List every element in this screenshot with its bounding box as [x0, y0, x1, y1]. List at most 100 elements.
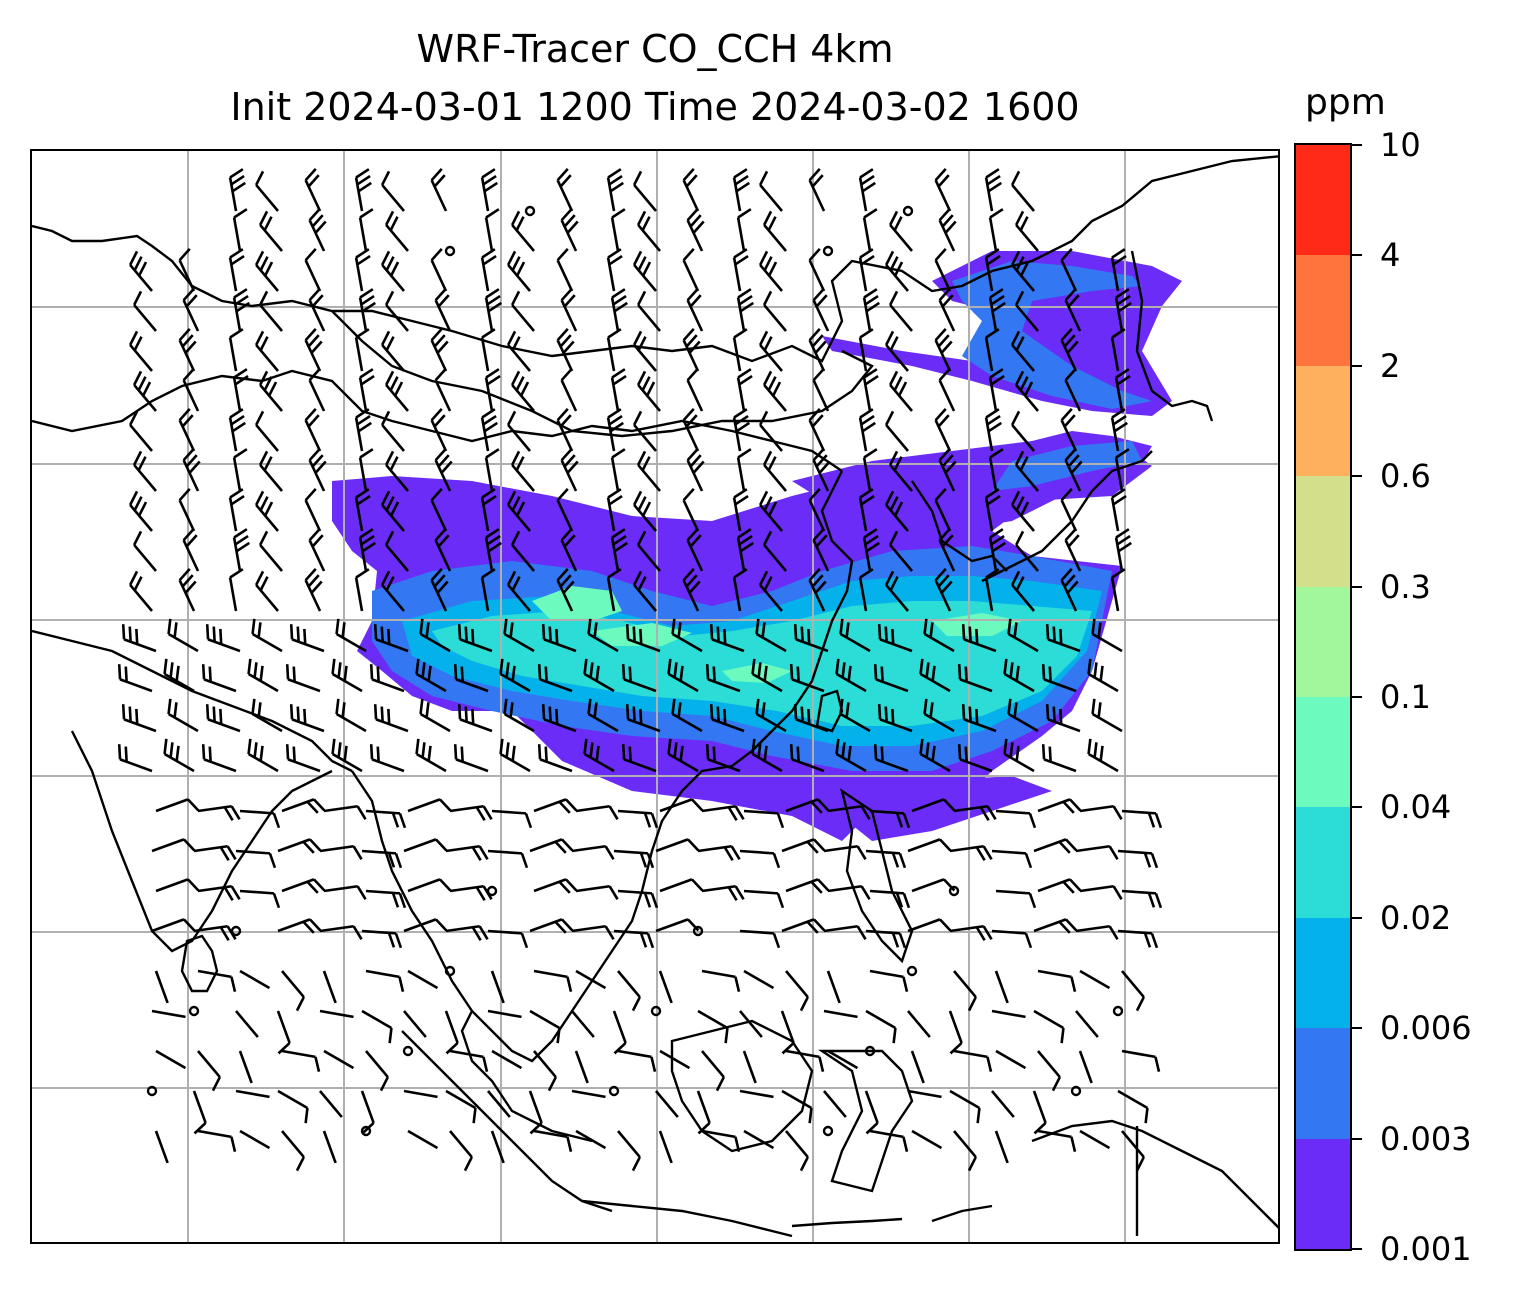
- wind-barb: [192, 1090, 207, 1135]
- wind-barb: [430, 487, 448, 532]
- wind-barb: [281, 1049, 321, 1073]
- wind-barb: [957, 744, 993, 773]
- coast-japan: [981, 450, 1153, 583]
- wind-barb: [445, 1089, 477, 1124]
- colorbar-tick: [1352, 806, 1362, 809]
- wind-barb: [1003, 738, 1035, 773]
- wind-barb: [323, 804, 367, 820]
- wind-barb: [636, 450, 661, 492]
- calm-marker: [486, 885, 498, 897]
- wind-barb: [682, 167, 700, 212]
- wind-barb: [655, 918, 700, 933]
- wind-barb: [1060, 487, 1078, 532]
- wind-barb: [319, 1090, 343, 1118]
- wind-barb: [808, 487, 826, 532]
- wind-barb: [1037, 969, 1077, 993]
- wind-barb: [1010, 490, 1035, 532]
- wind-barb: [739, 849, 781, 869]
- wind-barb: [888, 370, 913, 412]
- wind-barb: [1114, 448, 1130, 492]
- wind-barb: [537, 664, 573, 693]
- wind-barb: [132, 530, 157, 572]
- wind-barb: [335, 618, 367, 653]
- wind-barb: [155, 798, 200, 813]
- wind-barb: [1121, 1049, 1161, 1073]
- wind-barb: [132, 450, 157, 492]
- wind-barb: [449, 1049, 489, 1073]
- wind-barb: [258, 530, 283, 572]
- wind-barb: [308, 447, 327, 492]
- wind-barb: [994, 1130, 1009, 1164]
- wind-barb: [304, 407, 322, 452]
- wind-barb: [281, 1130, 306, 1172]
- wind-barb: [686, 527, 704, 572]
- wind-barb: [610, 528, 628, 572]
- wind-barb: [884, 330, 909, 372]
- wind-barb: [228, 408, 246, 452]
- wind-barb: [308, 287, 326, 332]
- wind-barb: [1033, 1009, 1065, 1044]
- plume-peak-4: [722, 663, 792, 683]
- wind-barb: [1064, 287, 1082, 332]
- wind-barb: [1041, 744, 1077, 773]
- wind-barb: [434, 527, 452, 572]
- wind-barb: [984, 328, 1000, 372]
- wind-barb: [361, 1009, 393, 1044]
- wind-barb: [556, 487, 574, 532]
- wind-barb: [701, 1050, 726, 1092]
- wind-barb: [923, 698, 955, 733]
- wind-barb: [182, 527, 200, 572]
- wind-barb: [575, 884, 619, 900]
- wind-barb: [380, 490, 405, 532]
- wind-barb: [1110, 568, 1126, 612]
- colorbar-segment: [1296, 144, 1350, 256]
- wind-barb: [1060, 247, 1078, 292]
- wind-barb: [556, 167, 574, 212]
- wind-barb: [358, 368, 375, 412]
- wind-barb: [1014, 290, 1039, 332]
- wind-barb: [888, 210, 913, 252]
- wind-barb: [696, 1090, 711, 1135]
- wind-barb: [380, 330, 405, 372]
- wind-barb: [1117, 849, 1159, 869]
- calm-marker: [948, 885, 960, 897]
- coast-srilanka: [180, 934, 219, 993]
- wind-barb: [762, 530, 787, 572]
- wind-barb: [739, 929, 781, 949]
- wind-barb: [308, 527, 326, 572]
- coast-mongolia-border: [331, 310, 874, 438]
- wind-barb: [228, 488, 245, 532]
- wind-barb: [575, 1129, 607, 1150]
- colorbar-segment: [1296, 365, 1350, 477]
- wind-barb: [574, 1050, 589, 1084]
- wind-barb: [632, 570, 657, 612]
- colorbar-tick-label: 0.02: [1380, 898, 1452, 937]
- wind-barb: [606, 328, 622, 372]
- wind-barb: [277, 918, 322, 934]
- wind-barb: [907, 1089, 942, 1099]
- wind-barb: [789, 744, 825, 773]
- wind-barb: [533, 969, 573, 993]
- wind-barb: [117, 744, 153, 773]
- colorbar-tick: [1352, 916, 1362, 919]
- wind-barb: [251, 698, 283, 733]
- wind-barb: [384, 450, 409, 492]
- colorbar-tick: [1352, 1137, 1362, 1140]
- wind-barb: [308, 367, 326, 412]
- wind-barb: [751, 738, 783, 773]
- coast-philippines: [840, 788, 914, 964]
- wind-barb: [1037, 798, 1082, 814]
- wind-barb: [1110, 328, 1126, 372]
- wind-barb: [934, 167, 952, 212]
- wind-barb: [751, 658, 783, 693]
- wind-barb: [1007, 618, 1039, 653]
- coast-java: [581, 1199, 793, 1238]
- wind-barb: [823, 1009, 858, 1019]
- wind-barb: [884, 250, 909, 292]
- wind-barb: [934, 487, 952, 532]
- wind-barb: [636, 290, 661, 332]
- wind-barb: [682, 327, 701, 372]
- wind-barb: [686, 367, 704, 412]
- wind-barb: [658, 1130, 673, 1164]
- wind-barb: [827, 1049, 859, 1070]
